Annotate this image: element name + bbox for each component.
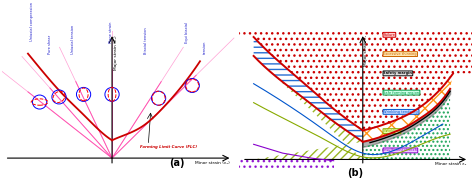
Text: (a): (a) — [169, 158, 184, 168]
Text: Pure shear: Pure shear — [48, 35, 52, 54]
Text: Minor strain (ε₂): Minor strain (ε₂) — [195, 161, 230, 165]
Text: Forming Limit Curve (FLC): Forming Limit Curve (FLC) — [140, 145, 198, 149]
Text: Minor strain ε₂: Minor strain ε₂ — [435, 161, 466, 165]
Text: Safe forming region: Safe forming region — [383, 91, 419, 95]
Text: Biaxial tension: Biaxial tension — [144, 27, 148, 54]
Text: Excessive thinning: Excessive thinning — [383, 52, 417, 56]
Text: Major strain (ε₁): Major strain (ε₁) — [114, 36, 118, 70]
Text: Safety margin: Safety margin — [383, 71, 412, 75]
Text: Major strain ε₁: Major strain ε₁ — [364, 35, 368, 66]
Text: Insufficient stretch: Insufficient stretch — [383, 148, 417, 152]
Text: (b): (b) — [347, 168, 364, 178]
Text: tension: tension — [203, 40, 207, 54]
Text: Uniaxial compression: Uniaxial compression — [30, 2, 34, 41]
Text: Failure: Failure — [383, 33, 395, 37]
Text: Wrinkling: Wrinkling — [383, 129, 401, 133]
Text: Equi biaxial: Equi biaxial — [185, 22, 189, 43]
Text: Wrinkling tendency: Wrinkling tendency — [383, 110, 419, 114]
Text: Plane strain: Plane strain — [109, 22, 113, 43]
Text: Uniaxial tension: Uniaxial tension — [71, 24, 75, 54]
